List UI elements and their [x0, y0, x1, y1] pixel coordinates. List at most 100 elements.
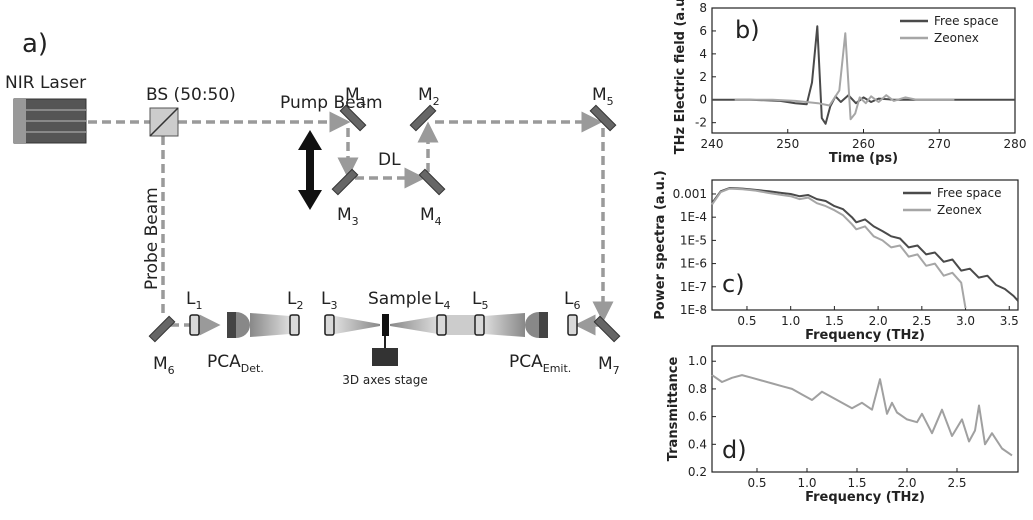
- label-main: L: [321, 289, 331, 309]
- y-tick-label: 2: [699, 70, 707, 84]
- pump-beam-label: Pump Beam: [280, 93, 383, 113]
- x-tick-label: 2.5: [912, 314, 931, 328]
- panel-label: a): [22, 29, 48, 59]
- data-line: [711, 187, 967, 309]
- x-tick-label: 2.0: [897, 476, 916, 490]
- optics: [189, 312, 578, 366]
- component-label: M4: [420, 205, 442, 228]
- chart: 0.5 1.0 1.5 2.0 2.5 3.0 3.5 0.001 1E-4 1E-5 1E-6 1E…: [653, 170, 1019, 343]
- component-label: L3: [321, 289, 337, 312]
- charts: 240 250 260 270 280 -2 0 2 4 6 8 Time (ps) THz Elect…: [653, 0, 1026, 505]
- label-sub: 2: [296, 299, 303, 312]
- data-line: [734, 32, 955, 121]
- component-label: M5: [592, 85, 614, 108]
- x-tick-label: 3.0: [956, 314, 975, 328]
- label-main: L: [434, 289, 444, 309]
- label-sub: 1: [195, 299, 202, 312]
- y-tick-label: 0.4: [688, 437, 707, 451]
- label-sub: 6: [573, 299, 580, 312]
- chart: 240 250 260 270 280 -2 0 2 4 6 8 Time (ps) THz Elect…: [673, 0, 1026, 166]
- label-main: M: [153, 354, 168, 374]
- y-tick-label: 1E-6: [680, 257, 707, 271]
- x-tick-label: 240: [701, 137, 724, 151]
- label-sub: 7: [613, 364, 620, 377]
- legend-label: Free space: [934, 14, 998, 28]
- legend-label: Zeonex: [937, 203, 982, 217]
- component-label: L1: [186, 289, 202, 312]
- data-line: [711, 374, 1013, 457]
- beam-splitter: [149, 107, 179, 137]
- legend-label: Zeonex: [934, 31, 979, 45]
- legend-label: Free space: [937, 186, 1001, 200]
- laser-label: NIR Laser: [5, 73, 86, 93]
- x-tick-label: 1.5: [825, 314, 844, 328]
- sample-label: Sample: [368, 289, 432, 309]
- y-tick-label: 1E-4: [680, 210, 707, 224]
- component-label: L2: [287, 289, 303, 312]
- probe-beam-label: Probe Beam: [142, 187, 162, 290]
- stage-label: 3D axes stage: [342, 373, 428, 387]
- y-tick-label: 0: [699, 93, 707, 107]
- label-main: M: [345, 85, 360, 105]
- y-axis-label: Power spectra (a.u.): [653, 170, 668, 320]
- label-sub: 3: [330, 299, 337, 312]
- y-tick-label: 1E-8: [680, 303, 707, 317]
- laser: [13, 98, 87, 144]
- translation-arrow: [298, 130, 322, 210]
- component-label: L5: [472, 289, 488, 312]
- panel-label: d): [722, 436, 747, 464]
- component-label: M1: [345, 85, 367, 108]
- y-tick-label: 0.8: [688, 382, 707, 396]
- splitter-label: BS (50:50): [146, 85, 236, 105]
- label-sub: Emit.: [543, 362, 572, 375]
- setup-diagram: a) NIR Laser BS (50:50) Pump Beam D: [5, 29, 621, 387]
- label-main: L: [472, 289, 482, 309]
- x-tick-label: 250: [776, 137, 799, 151]
- component-label: M3: [337, 205, 359, 228]
- y-axis-label: THz Electric field (a.u.): [673, 0, 688, 154]
- label-sub: 5: [607, 95, 614, 108]
- chart: 0.5 1.0 1.5 2.0 2.50.20.40.60.81.0Frequency …: [666, 345, 1019, 505]
- component-label: M2: [418, 85, 440, 108]
- x-tick-label: 2.0: [869, 314, 888, 328]
- x-axis-label: Frequency (THz): [805, 328, 925, 343]
- x-axis-label: Time (ps): [829, 151, 898, 166]
- y-tick-label: -2: [695, 116, 707, 130]
- label-sub: Det.: [241, 362, 264, 375]
- x-tick-label: 260: [852, 137, 875, 151]
- label-sub: 6: [168, 364, 175, 377]
- plot-frame: [711, 179, 1019, 311]
- panel-label: c): [722, 270, 745, 298]
- x-tick-label: 280: [1004, 137, 1027, 151]
- x-tick-label: 0.5: [747, 476, 766, 490]
- component-label: L6: [564, 289, 580, 312]
- component-label: PCADet.: [207, 352, 264, 375]
- mirrors: [148, 104, 621, 343]
- panel-label: b): [735, 16, 760, 44]
- y-tick-label: 1.0: [688, 354, 707, 368]
- label-sub: 5: [481, 299, 488, 312]
- y-tick-label: 0.001: [673, 187, 707, 201]
- label-main: PCA: [509, 352, 543, 372]
- x-tick-label: 270: [928, 137, 951, 151]
- x-axis-label: Frequency (THz): [805, 490, 925, 505]
- delay-line-label: DL: [378, 150, 401, 170]
- label-main: M: [418, 85, 433, 105]
- label-sub: 3: [352, 215, 359, 228]
- label-sub: 1: [360, 95, 367, 108]
- y-tick-label: 8: [699, 1, 707, 15]
- data-line: [711, 187, 1019, 302]
- x-tick-label: 3.5: [1000, 314, 1019, 328]
- component-label: M6: [153, 354, 175, 377]
- y-tick-label: 1E-7: [680, 280, 707, 294]
- label-main: PCA: [207, 352, 241, 372]
- y-tick-label: 0.6: [688, 410, 707, 424]
- y-tick-label: 1E-5: [680, 233, 707, 247]
- x-tick-label: 2.5: [947, 476, 966, 490]
- label-main: L: [564, 289, 574, 309]
- label-sub: 4: [435, 215, 442, 228]
- y-tick-label: 4: [699, 47, 707, 61]
- y-axis-label: Transmittance: [666, 357, 681, 462]
- y-tick-label: 6: [699, 24, 707, 38]
